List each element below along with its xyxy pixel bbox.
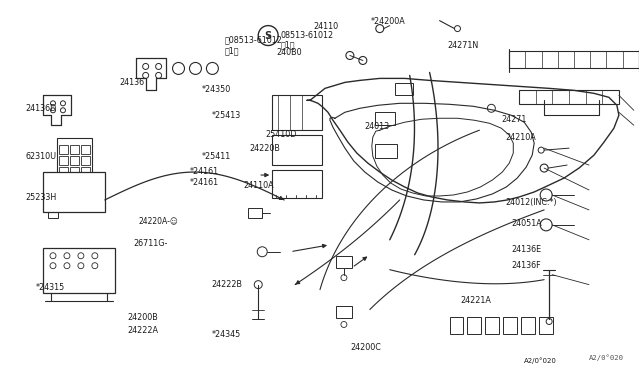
Bar [519, 90, 619, 104]
Text: 24136E: 24136E [511, 244, 541, 253]
Text: 24051A: 24051A [511, 219, 542, 228]
Text: 24136F: 24136F [511, 261, 541, 270]
Bar [59, 156, 68, 165]
Text: Ⓜ08513-61012
（1）: Ⓜ08513-61012 （1） [225, 35, 282, 55]
Bar [336, 256, 352, 268]
Bar [375, 112, 395, 125]
Bar [59, 167, 68, 176]
Text: 24013: 24013 [365, 122, 390, 131]
Text: A2/0°020: A2/0°020 [589, 355, 624, 361]
Text: 24222B: 24222B [212, 280, 243, 289]
Text: *25411: *25411 [202, 152, 231, 161]
Text: 24110A: 24110A [243, 182, 274, 190]
Bar [81, 156, 90, 165]
Text: 26711G-: 26711G- [134, 239, 168, 248]
Text: 62310U: 62310U [26, 152, 56, 161]
Bar [59, 145, 68, 154]
Bar [503, 317, 517, 334]
Bar [272, 95, 322, 130]
Text: 24200C: 24200C [351, 343, 381, 352]
Text: 24271N: 24271N [447, 41, 479, 50]
Text: *25413: *25413 [212, 111, 241, 120]
Bar [81, 167, 90, 176]
Bar [70, 167, 79, 176]
Bar [43, 172, 105, 212]
Text: 25233H: 25233H [26, 193, 57, 202]
Bar [43, 248, 115, 293]
Text: 24210A: 24210A [505, 133, 536, 142]
Bar [395, 83, 413, 95]
Bar [81, 145, 90, 154]
Text: 24012(INC.*): 24012(INC.*) [505, 198, 557, 207]
Bar [375, 144, 397, 158]
Bar [57, 138, 92, 173]
Text: 24200B: 24200B [127, 313, 158, 322]
Text: 25410D: 25410D [266, 129, 297, 139]
Text: S: S [264, 31, 272, 41]
Bar [272, 170, 322, 198]
Text: 08513-61012: 08513-61012 [280, 31, 333, 40]
Text: A2/0°020: A2/0°020 [524, 357, 557, 363]
Bar [70, 156, 79, 165]
Text: 24110: 24110 [314, 22, 339, 31]
Text: 24136: 24136 [119, 78, 144, 87]
Text: 24271: 24271 [502, 115, 527, 124]
Bar [272, 135, 322, 165]
Text: *24161: *24161 [189, 178, 218, 187]
Bar [48, 212, 58, 218]
Text: 24220A-☺: 24220A-☺ [138, 217, 178, 226]
Bar [539, 317, 553, 334]
Bar [70, 145, 79, 154]
Text: *24345: *24345 [212, 330, 241, 340]
Text: 24222A: 24222A [127, 326, 159, 335]
Text: *24350: *24350 [202, 85, 231, 94]
Text: 240B0: 240B0 [276, 48, 302, 57]
Text: 24221A: 24221A [460, 296, 491, 305]
Bar [485, 317, 499, 334]
Bar [509, 51, 639, 68]
Text: *24161: *24161 [189, 167, 218, 176]
Bar [248, 208, 262, 218]
Text: 24136D: 24136D [26, 104, 57, 113]
Text: 24220B: 24220B [250, 144, 281, 153]
Bar [467, 317, 481, 334]
Text: *24315: *24315 [36, 283, 65, 292]
Text: （1）: （1） [280, 40, 294, 49]
Bar [336, 305, 352, 318]
Bar [521, 317, 535, 334]
Bar [449, 317, 463, 334]
Text: *24200A: *24200A [371, 17, 406, 26]
